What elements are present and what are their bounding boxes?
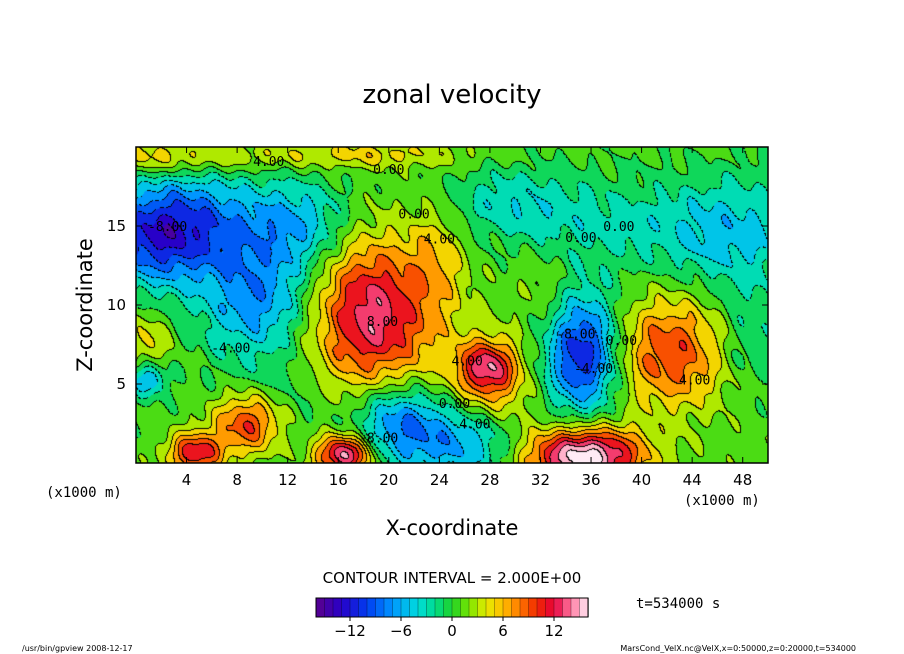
colorbar-cell [494,597,504,618]
colorbar-cells [315,597,589,618]
contour-label: 0.00 [606,334,637,349]
x-tick-label: 40 [632,471,651,489]
x-tick-label: 4 [182,471,192,489]
x-tick-label: 16 [329,471,348,489]
x-tick-label: 20 [379,471,398,489]
time-label: t=534000 s [636,596,720,612]
contour-label: 4.00 [253,155,284,170]
colorbar-tick-label: 0 [447,622,457,640]
contour-interval-text: CONTOUR INTERVAL = 2.000E+00 [323,569,582,587]
colorbar-cell [519,597,530,618]
contour-label: 0.00 [439,397,470,412]
x-tick-label: 32 [531,471,550,489]
colorbar-cell [553,597,564,618]
y-tick-label: 5 [116,375,126,393]
colorbar-ticks: −12 −6 0 6 12 [334,617,564,640]
contour-labels: 4.00 0.00 0.00 -8.00 -4.00 8.00 4.00 4.00 0.00 -4… [148,155,710,447]
colorbar-tick-label: 6 [498,622,508,640]
contour-label: 0.00 [373,163,404,178]
colorbar-cell [324,597,334,618]
contour-label: -8.00 [556,327,595,342]
contour-label: 4.00 [424,233,455,248]
colorbar-cell [545,597,555,618]
colorbar-cell [417,597,428,618]
colorbar-tick-label: −12 [334,622,366,640]
colorbar-cell [451,597,462,618]
colorbar-cell [400,597,411,618]
contour-label: -8.00 [148,220,187,235]
colorbar-cell [341,597,351,618]
contour-label: 0.00 [398,207,429,222]
y-axis-label: Z-coordinate [73,238,97,372]
colorbar-cell [392,597,402,618]
x-tick-label: 24 [430,471,449,489]
colorbar-cell [349,597,360,618]
colorbar-cell [511,597,521,618]
contour-label: 0.00 [565,231,596,246]
contour-label: -4.00 [211,342,250,357]
colorbar-cell [443,597,453,618]
x-tick-label: 28 [480,471,499,489]
contour-label: 4.00 [452,354,483,369]
x-axis-ticks: 4 8 12 16 20 24 28 32 36 40 44 48 [182,147,752,489]
y-tick-label: 15 [107,217,126,235]
colorbar-cell [434,597,445,618]
x-tick-label: 8 [232,471,242,489]
x-unit-label: (x1000 m) [684,493,760,509]
colorbar-cell [468,597,479,618]
y-tick-label: 10 [107,296,126,314]
colorbar-cell [315,597,326,618]
contour-label: 4.00 [679,373,710,388]
colorbar-cell [426,597,436,618]
footer-left: /usr/bin/gpview 2008-12-17 [22,644,133,653]
colorbar-cell [570,597,581,618]
colorbar-cell [332,597,343,618]
x-tick-label: 44 [683,471,702,489]
footer-right: MarsCond_VelX.nc@VelX,x=0:50000,z=0:2000… [620,644,856,653]
colorbar-cell [366,597,377,618]
x-tick-label: 12 [278,471,297,489]
colorbar: −12 −6 0 6 12 [315,597,589,640]
contour-label: -4.00 [451,418,490,433]
colorbar-cell [536,597,547,618]
x-tick-label: 48 [733,471,752,489]
colorbar-cell [375,597,385,618]
colorbar-cell [528,597,538,618]
chart-title: zonal velocity [362,80,541,110]
colorbar-cell [383,597,394,618]
x-tick-label: 36 [581,471,600,489]
y-axis-ticks: 5 10 15 [107,217,768,393]
contour-label: 8.00 [367,315,398,330]
plot-area: 4.00 0.00 0.00 -8.00 -4.00 8.00 4.00 4.00 0.00 -4… [107,146,769,489]
colorbar-cell [477,597,487,618]
colorbar-cell [485,597,496,618]
contour-label: -8.00 [359,432,398,447]
colorbar-tick-label: 12 [544,622,563,640]
colorbar-cell [579,597,589,618]
contour-label: -4.00 [574,362,613,377]
colorbar-tick-label: −6 [390,622,412,640]
colorbar-cell [358,597,368,618]
colorbar-cell [409,597,419,618]
colorbar-cell [562,597,572,618]
x-axis-label: X-coordinate [386,516,519,540]
heatmap-field [136,147,768,463]
colorbar-cell [460,597,470,618]
colorbar-cell [502,597,513,618]
contour-label: 0.00 [603,220,634,235]
z-unit-label: (x1000 m) [46,485,122,501]
